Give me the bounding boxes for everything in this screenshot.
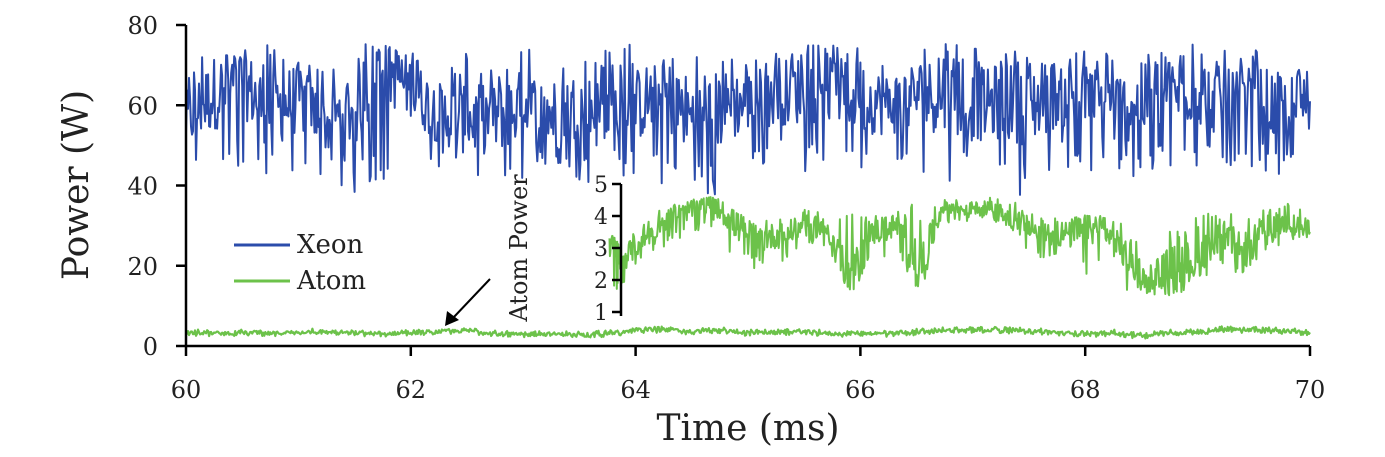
- y-tick-label: 0: [143, 333, 158, 361]
- inset-y-tick-label: 4: [594, 205, 608, 230]
- inset-title: Atom Power: [505, 174, 533, 323]
- x-tick-label: 70: [1295, 376, 1326, 404]
- inset-series-line-atom: [608, 196, 1311, 297]
- y-tick-label: 20: [127, 253, 158, 281]
- y-tick-label: 40: [127, 173, 158, 201]
- inset-y-tick-label: 1: [594, 301, 608, 326]
- main-plot-series: [185, 43, 1311, 340]
- inset-y-tick-label: 3: [594, 237, 608, 262]
- inset-y-ticks: 1 2 3 4 5: [594, 173, 621, 326]
- inset-plot-series: [608, 196, 1311, 297]
- inset-y-tick-label: 5: [594, 173, 608, 198]
- legend-item-xeon: Xeon: [234, 230, 364, 260]
- inset-axes: 1 2 3 4 5 Atom Power: [505, 173, 623, 326]
- x-tick-label: 66: [845, 376, 876, 404]
- x-tick-label: 62: [396, 376, 427, 404]
- atom-power-arrow: [445, 278, 491, 326]
- legend-label-atom: Atom: [296, 266, 366, 296]
- series-line-atom: [185, 325, 1311, 340]
- y-tick-label: 80: [127, 12, 158, 40]
- inset-y-tick-label: 2: [594, 269, 608, 294]
- legend-label-xeon: Xeon: [297, 230, 364, 260]
- x-axis-title: Time (ms): [656, 408, 839, 449]
- x-tick-label: 60: [171, 376, 202, 404]
- x-tick-label: 68: [1070, 376, 1101, 404]
- y-ticks: 0 20 40 60 80: [127, 12, 186, 361]
- legend-item-atom: Atom: [234, 266, 366, 296]
- y-tick-label: 60: [127, 92, 158, 120]
- main-axes: 0 20 40 60 80 60 62 64 66 68 70 Time (ms) Power (…: [56, 12, 1325, 449]
- y-axis-title: Power (W): [56, 90, 97, 280]
- x-tick-label: 64: [620, 376, 651, 404]
- x-ticks: 60 62 64 66 68 70: [171, 346, 1326, 404]
- series-line-xeon: [185, 43, 1311, 196]
- legend: Xeon Atom: [234, 230, 366, 296]
